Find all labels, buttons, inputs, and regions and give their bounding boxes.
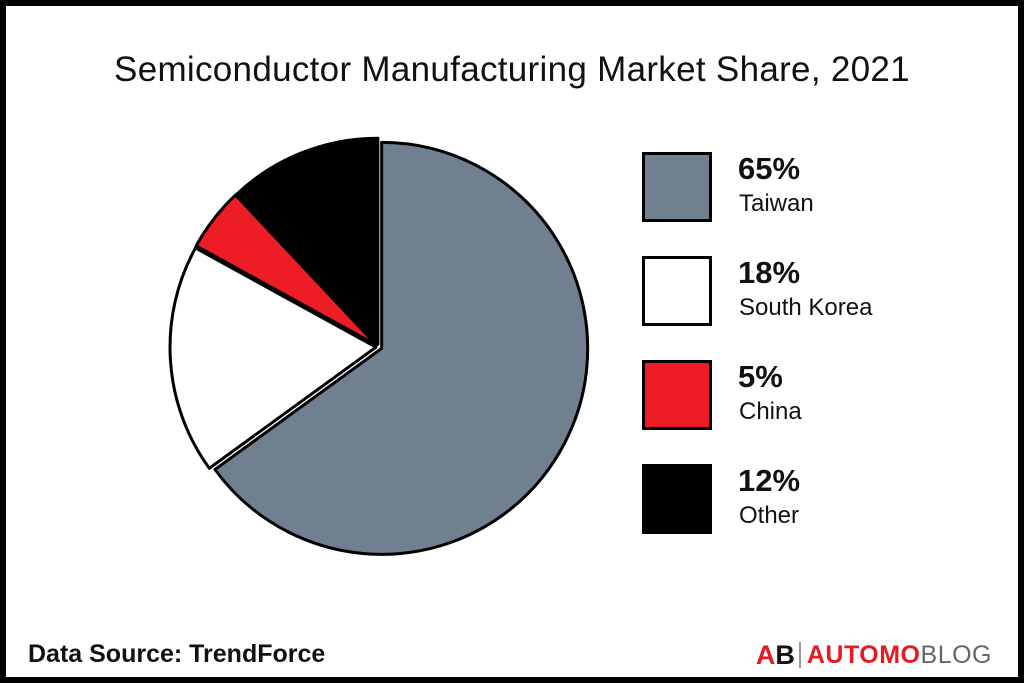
legend-value-south-korea: 18% — [738, 255, 801, 290]
legend-swatch-other — [642, 464, 712, 534]
chart-title: Semiconductor Manufacturing Market Share… — [114, 50, 910, 89]
pie-slice-other — [235, 136, 380, 346]
brand-wordmark: AUTOMOBLOG — [806, 641, 992, 669]
legend-label-south-korea: South Korea — [739, 294, 873, 321]
legend-item-south-korea: 18% South Korea — [642, 256, 972, 330]
legend-value-taiwan: 65% — [738, 151, 801, 186]
legend-label-other: Other — [739, 502, 800, 529]
brand-divider — [798, 642, 801, 668]
pie-slice-south-korea — [168, 246, 378, 470]
legend-swatch-china — [642, 360, 712, 430]
pie-slice-taiwan — [213, 140, 590, 556]
legend-item-china: 5% China — [642, 360, 972, 434]
data-source: Data Source: TrendForce — [28, 640, 326, 668]
legend-label-china: China — [739, 398, 802, 425]
pie-slice-china — [194, 193, 379, 347]
legend-value-china: 5% — [738, 359, 783, 394]
legend-swatch-taiwan — [642, 152, 712, 222]
legend-item-taiwan: 65% Taiwan — [642, 152, 972, 226]
legend-value-other: 12% — [738, 463, 801, 498]
legend-label-taiwan: Taiwan — [739, 190, 814, 217]
legend: 65% Taiwan 18% South Korea 5% China 12% … — [642, 152, 972, 568]
legend-swatch-south-korea — [642, 256, 712, 326]
legend-item-other: 12% Other — [642, 464, 972, 538]
pie-chart — [168, 136, 590, 556]
